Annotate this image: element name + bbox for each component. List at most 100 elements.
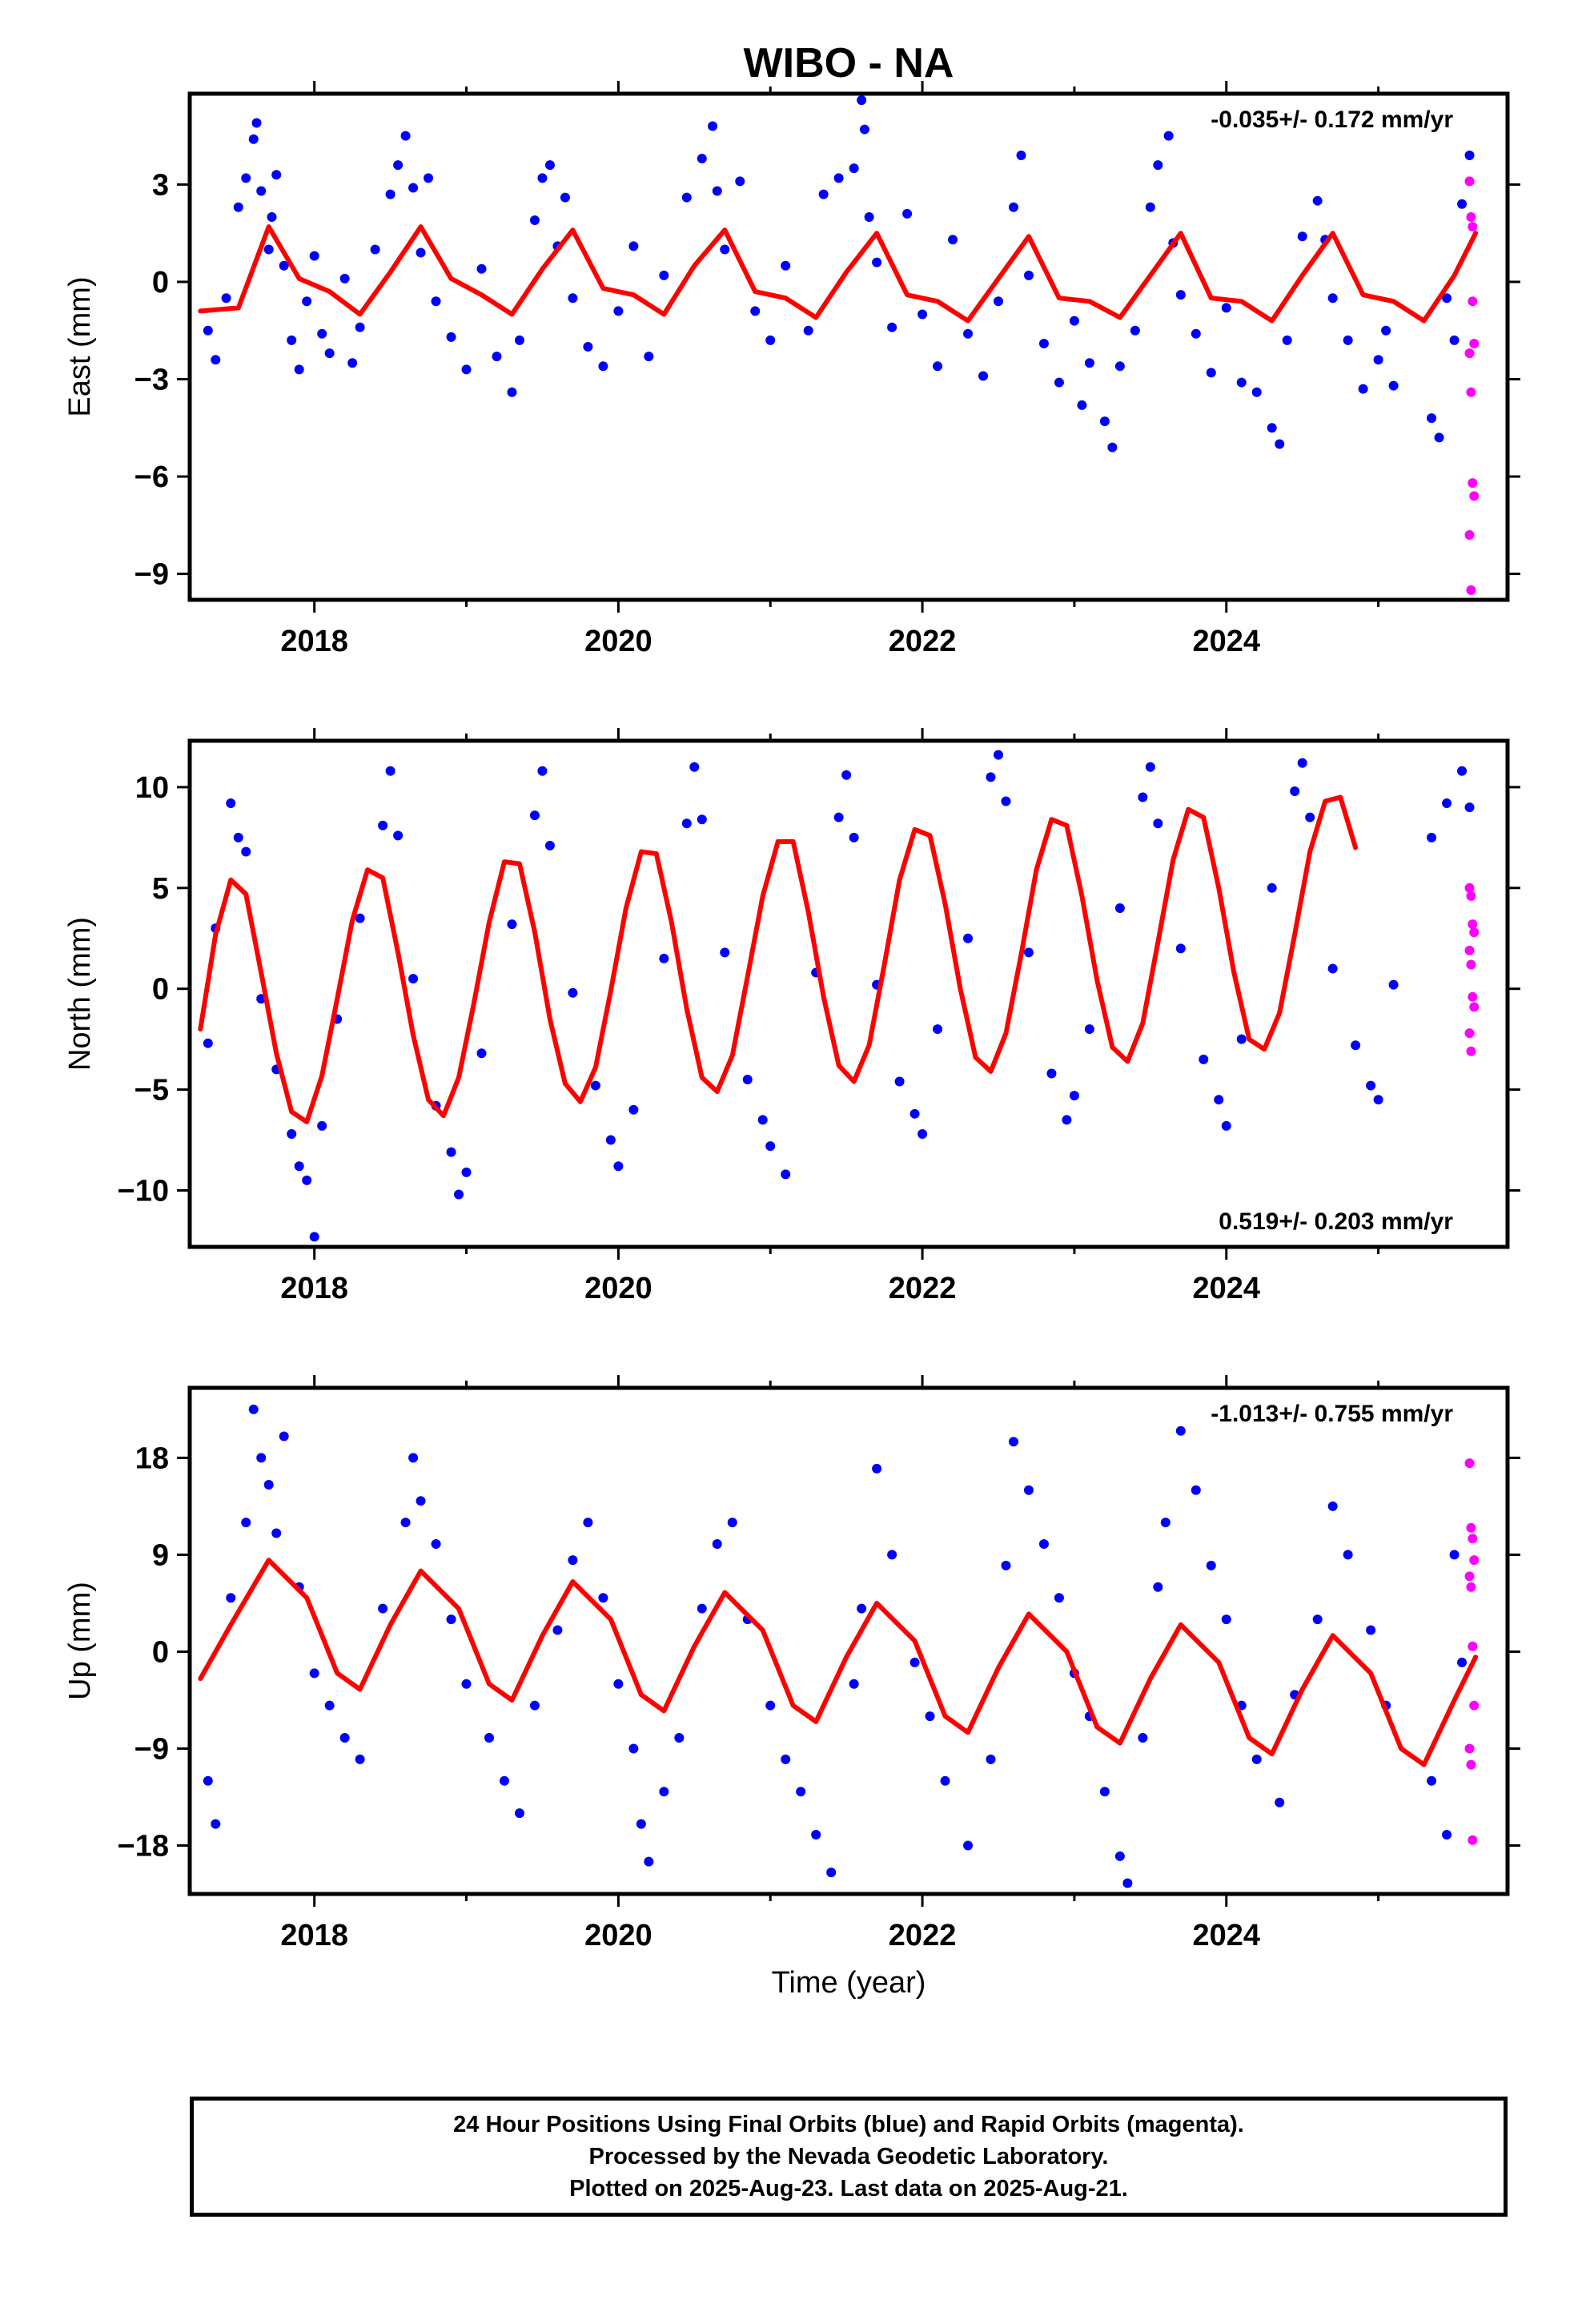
chart-title: WIBO - NA (744, 40, 954, 86)
final-orbit-point (1145, 762, 1155, 772)
final-orbit-point (1191, 1485, 1201, 1495)
final-orbit-point (1457, 199, 1468, 209)
final-orbit-point (1001, 796, 1011, 806)
final-orbit-point (484, 1733, 495, 1743)
final-orbit-point (416, 247, 426, 258)
final-orbit-point (1175, 290, 1186, 300)
final-orbit-point (294, 1161, 304, 1172)
final-orbit-point (598, 361, 608, 372)
panel-north: 2018 2020 2022 2024 10 5 0 −5 −10 North (mm) 0.519… (63, 728, 1520, 1305)
final-orbit-point (818, 189, 829, 199)
final-orbit-point (211, 355, 221, 365)
final-orbit-point (781, 1169, 791, 1180)
final-orbit-point (994, 750, 1004, 760)
final-orbit-point (537, 766, 548, 776)
final-orbit-point (887, 322, 897, 332)
final-orbit-point (309, 251, 319, 261)
final-orbit-point (1099, 416, 1110, 427)
final-orbit-point (461, 1679, 472, 1689)
final-orbit-point (241, 846, 251, 857)
final-orbit-point (1062, 1115, 1072, 1125)
final-orbit-point (963, 1840, 974, 1851)
footer-line-3: Plotted on 2025-Aug-23. Last data on 202… (569, 2176, 1128, 2201)
final-orbit-point (765, 1141, 776, 1152)
final-orbit-point (1449, 335, 1460, 345)
final-orbit-point (925, 1711, 935, 1722)
x-tick-label: 2024 (1193, 625, 1261, 658)
final-orbit-point (507, 387, 517, 397)
final-orbit-point (355, 322, 365, 332)
final-orbit-point (461, 364, 472, 375)
final-orbit-point (529, 1700, 540, 1711)
final-orbit-point (872, 1463, 882, 1474)
final-orbit-point (431, 296, 441, 307)
final-orbit-point (887, 1550, 897, 1560)
rapid-orbit-point (1468, 222, 1478, 232)
final-orbit-point (1046, 1068, 1057, 1079)
final-orbit-point (355, 913, 365, 923)
final-orbit-point (309, 1668, 319, 1679)
final-orbit-point (1214, 1095, 1224, 1105)
x-tick-label: 2018 (280, 1272, 348, 1305)
final-orbit-point (644, 352, 654, 362)
rate-label: -0.035+/- 0.172 mm/yr (1211, 107, 1453, 133)
final-orbit-point (940, 1775, 950, 1786)
final-orbit-point (674, 1733, 685, 1743)
final-orbit-point (849, 1679, 859, 1689)
final-orbit-point (1038, 1538, 1049, 1549)
final-orbit-point (454, 1189, 464, 1200)
x-tick-label: 2020 (584, 1919, 652, 1952)
panel-east: 2018 2020 2022 2024 3 0 −3 −6 −9 East (mm) -0.035+… (63, 81, 1520, 658)
x-tick-label: 2018 (280, 625, 348, 658)
y-tick-label: 10 (135, 771, 169, 805)
rapid-orbit-point (1469, 1700, 1480, 1711)
final-orbit-point (765, 335, 776, 345)
final-orbit-point (1464, 150, 1475, 160)
rapid-orbit-point (1464, 176, 1475, 187)
rapid-orbit-point (1466, 585, 1476, 595)
final-orbit-point (400, 131, 411, 141)
final-orbit-point (1442, 1830, 1452, 1840)
final-orbit-point (263, 244, 274, 255)
final-orbit-point (256, 186, 267, 196)
rapid-orbit-point (1469, 1002, 1480, 1012)
final-orbit-point (1138, 792, 1148, 802)
rapid-orbit-point (1464, 883, 1475, 893)
final-orbit-point (605, 1135, 616, 1145)
final-orbit-point (1114, 1851, 1125, 1861)
final-orbit-point (476, 263, 487, 274)
final-orbit-point (1442, 293, 1452, 304)
final-orbit-point (431, 1538, 441, 1549)
final-orbit-point (339, 1733, 350, 1743)
final-orbit-point (1122, 1878, 1133, 1888)
final-orbit-point (400, 1518, 411, 1528)
final-orbit-point (1163, 131, 1174, 141)
final-orbit-point (1267, 423, 1277, 433)
final-orbit-point (408, 974, 419, 984)
final-orbit-point (529, 810, 540, 821)
final-orbit-point (241, 173, 251, 183)
final-orbit-point (393, 160, 404, 171)
final-orbit-point (1130, 325, 1140, 336)
final-orbit-point (909, 1108, 920, 1119)
final-orbit-point (1221, 1614, 1231, 1625)
y-tick-label: −18 (118, 1829, 169, 1863)
final-orbit-point (872, 257, 882, 267)
final-orbit-point (279, 1431, 289, 1441)
final-orbit-point (1206, 368, 1216, 378)
rapid-orbit-point (1469, 491, 1480, 501)
final-orbit-point (492, 352, 502, 362)
final-orbit-point (994, 296, 1004, 307)
final-orbit-point (708, 121, 718, 131)
final-orbit-point (1457, 1657, 1468, 1667)
final-orbit-point (644, 1856, 654, 1867)
final-orbit-point (1001, 1560, 1011, 1570)
x-axis-label: Time (year) (772, 1966, 926, 2000)
final-orbit-point (1069, 1091, 1079, 1101)
final-orbit-point (271, 170, 282, 180)
final-orbit-point (1023, 947, 1034, 958)
x-tick-label: 2018 (280, 1919, 348, 1952)
final-orbit-point (1175, 1425, 1186, 1436)
final-orbit-point (568, 987, 578, 998)
final-orbit-point (1084, 358, 1094, 368)
